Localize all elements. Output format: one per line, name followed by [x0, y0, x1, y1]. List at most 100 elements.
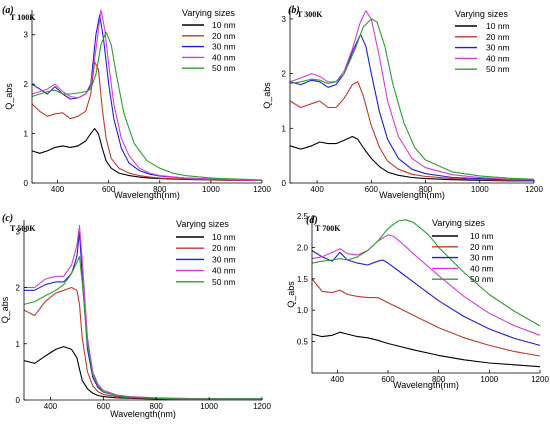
- x-tick-label: 1000: [471, 185, 489, 194]
- x-tick-label: 800: [150, 402, 164, 411]
- x-tick-label: 600: [102, 185, 116, 194]
- legend-label: 50 nm: [212, 277, 236, 287]
- legend-label: 30 nm: [212, 42, 236, 52]
- y-axis-title: Q_abs: [286, 281, 296, 308]
- chart-panel-4: 400 600 800 1000 1200 0.5 1.0 1.5 2.0 2.5 Waveleng…: [286, 212, 549, 390]
- legend-title: Varying sizes: [176, 219, 229, 229]
- series-line-30-nm: [289, 33, 535, 181]
- x-tick-label: 400: [310, 185, 324, 194]
- y-tick-label: 2: [16, 284, 21, 293]
- series-line-10-nm: [289, 135, 534, 182]
- legend-title: Varying sizes: [455, 9, 508, 19]
- series-line-10-nm: [311, 331, 541, 368]
- chart-panel-2: 400 600 800 1000 1200 0 1 2 3 Wavelength(nm) Q_abs…: [262, 5, 543, 200]
- temperature-label: T 300K: [297, 10, 323, 19]
- x-axis-title: Wavelength(nm): [393, 380, 459, 390]
- x-tick-label: 400: [44, 402, 58, 411]
- y-tick-label: 1: [16, 340, 21, 349]
- legend-label: 10 nm: [212, 232, 236, 242]
- x-tick-label: 400: [51, 185, 65, 194]
- x-tick-label: 800: [153, 185, 167, 194]
- x-tick-label: 600: [381, 375, 395, 384]
- series-line-20-nm: [289, 81, 535, 182]
- series-line-40-nm: [24, 225, 262, 400]
- series-line-20-nm: [23, 286, 262, 400]
- x-tick-label: 1200: [253, 185, 271, 194]
- series-line-20-nm: [31, 61, 262, 182]
- x-tick-label: 1200: [253, 402, 271, 411]
- y-tick-label: 0: [24, 179, 29, 188]
- series-line-40-nm: [311, 234, 541, 336]
- panel-letter: (a): [2, 5, 14, 16]
- y-tick-label: 3: [282, 15, 287, 24]
- panel-letter: (d): [306, 215, 318, 226]
- legend-label: 10 nm: [486, 21, 510, 31]
- x-tick-label: 600: [365, 185, 379, 194]
- legend-label: 40 nm: [470, 263, 494, 273]
- y-axis-title: Q_abs: [4, 83, 14, 110]
- x-tick-label: 400: [331, 375, 345, 384]
- y-tick-label: 0.5: [297, 338, 309, 347]
- x-tick-label: 800: [419, 185, 433, 194]
- series-line-30-nm: [311, 250, 541, 346]
- series-line-10-nm: [23, 346, 262, 400]
- series-line-50-nm: [31, 31, 263, 181]
- legend-label: 20 nm: [212, 31, 236, 41]
- chart-panel-3: 400 600 800 1000 1200 0 1 2 3 Wavelength(nm) Q_abs…: [0, 213, 271, 419]
- y-tick-label: 0: [282, 179, 287, 188]
- y-axis-title: Q_abs: [0, 296, 10, 323]
- legend-label: 20 nm: [486, 32, 510, 42]
- temperature-label: T 700K: [315, 224, 341, 233]
- x-axis-title: Wavelength(nm): [114, 190, 180, 200]
- legend-label: 10 nm: [212, 20, 236, 30]
- y-tick-label: 1.5: [297, 275, 309, 284]
- series-line-50-nm: [311, 219, 541, 327]
- legend-label: 30 nm: [486, 43, 510, 53]
- y-tick-label: 2.5: [297, 212, 309, 221]
- y-tick-label: 1: [282, 124, 287, 133]
- series-line-50-nm: [289, 18, 535, 180]
- x-tick-label: 1200: [525, 185, 543, 194]
- y-tick-label: 0: [16, 396, 21, 405]
- series-line-20-nm: [311, 278, 541, 357]
- x-tick-label: 1000: [202, 185, 220, 194]
- y-tick-label: 3: [16, 227, 21, 236]
- legend-label: 30 nm: [470, 253, 494, 263]
- x-tick-label: 1000: [480, 375, 498, 384]
- y-tick-label: 2: [24, 80, 29, 89]
- legend-label: 40 nm: [486, 53, 510, 63]
- y-tick-label: 3: [24, 31, 29, 40]
- legend-label: 10 nm: [470, 231, 494, 241]
- temperature-label: T 500K: [10, 224, 36, 233]
- legend-title: Varying sizes: [182, 8, 235, 18]
- x-axis-title: Wavelength(nm): [110, 409, 176, 419]
- y-tick-label: 2.0: [297, 243, 309, 252]
- y-tick-label: 1: [24, 130, 29, 139]
- series-line-50-nm: [23, 256, 262, 400]
- x-tick-label: 1200: [531, 375, 549, 384]
- legend-label: 50 nm: [212, 63, 236, 73]
- legend-label: 50 nm: [486, 64, 510, 74]
- series-line-40-nm: [289, 10, 535, 181]
- panel-letter: (c): [2, 213, 13, 224]
- legend-title: Varying sizes: [432, 218, 485, 228]
- x-tick-label: 1000: [200, 402, 218, 411]
- legend-label: 40 nm: [212, 52, 236, 62]
- legend-label: 20 nm: [470, 242, 494, 252]
- legend-label: 40 nm: [212, 266, 236, 276]
- x-tick-label: 800: [432, 375, 446, 384]
- legend-label: 50 nm: [470, 274, 494, 284]
- y-tick-label: 2: [282, 70, 287, 79]
- legend-label: 30 nm: [212, 254, 236, 264]
- temperature-label: T 100K: [10, 13, 36, 22]
- series-line-40-nm: [31, 9, 263, 182]
- legend-label: 20 nm: [212, 243, 236, 253]
- panel-letter: (b): [288, 5, 300, 16]
- y-tick-label: 1.0: [297, 306, 309, 315]
- x-axis-title: Wavelength(nm): [379, 190, 445, 200]
